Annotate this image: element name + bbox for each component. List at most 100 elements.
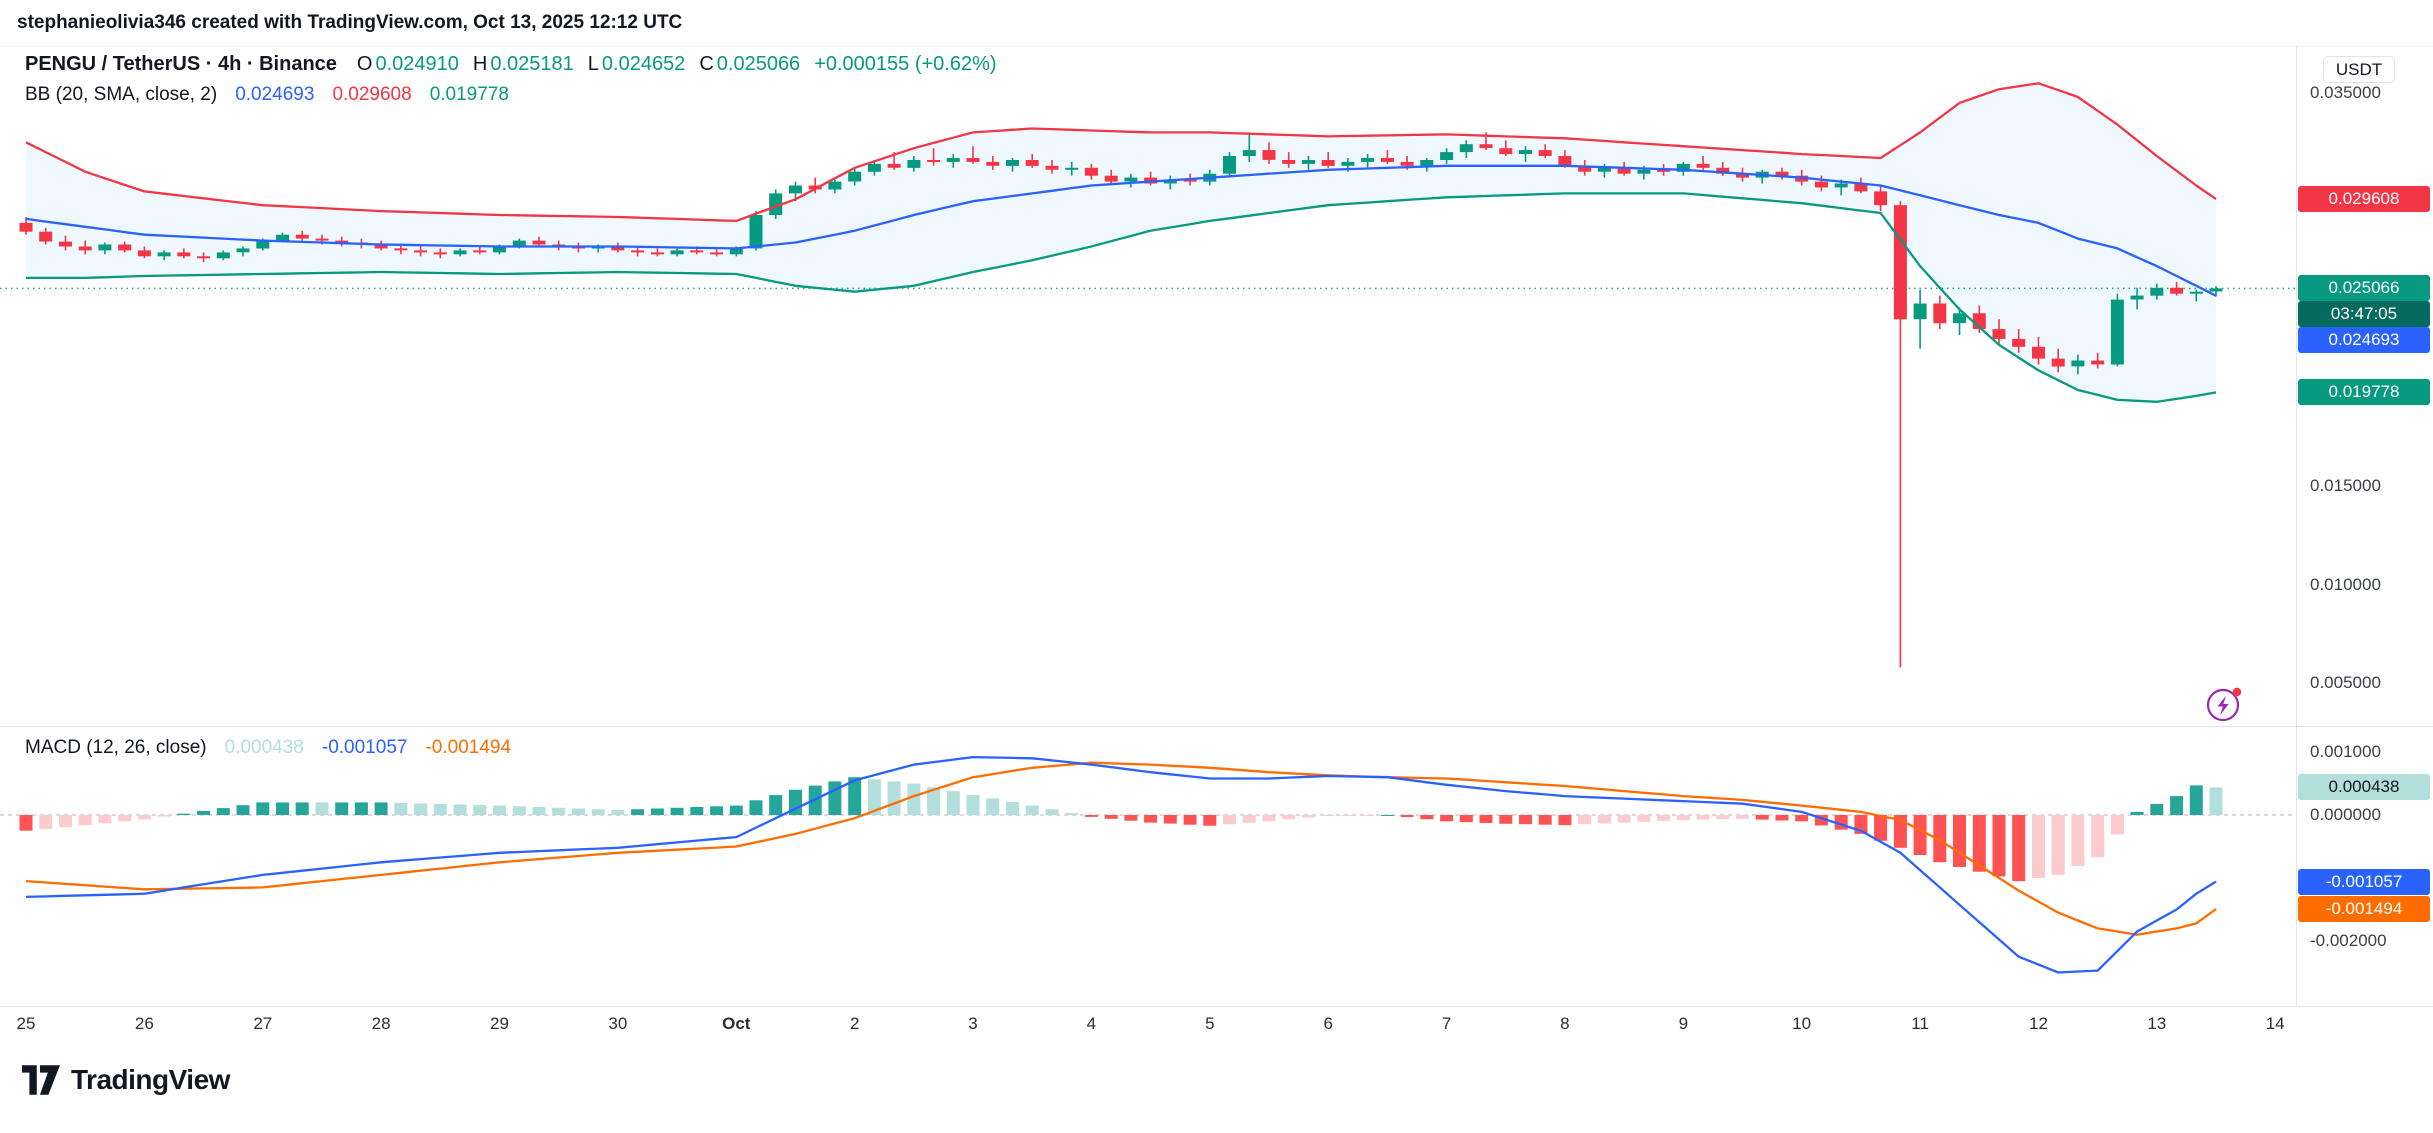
macd-line-badge: -0.001057 (2298, 868, 2430, 895)
candle-body (1558, 156, 1572, 166)
macd-histogram-bar (2209, 787, 2223, 815)
candle-body (1262, 150, 1276, 160)
candle-body (808, 185, 822, 190)
pane-separator[interactable] (0, 726, 2433, 727)
macd-chart-canvas[interactable] (0, 726, 2296, 1006)
bb-indicator-label[interactable]: BB (20, SMA, close, 2) (25, 84, 218, 105)
macd-histogram-bar (1144, 815, 1158, 823)
macd-histogram-bar (295, 802, 309, 815)
time-axis-label: Oct (722, 1014, 751, 1033)
candle-body (2130, 295, 2144, 300)
macd-histogram-bar (2189, 785, 2203, 815)
macd-hist-badge: 0.000438 (2298, 774, 2430, 801)
candle-body (157, 252, 171, 257)
bb-lower-value: 0.019778 (429, 84, 509, 105)
candle-body (1893, 205, 1907, 320)
macd-histogram-bar (710, 806, 724, 815)
candle-body (1874, 191, 1888, 206)
lightning-icon (2206, 687, 2242, 722)
axis-tick-label: 0.005000 (2310, 673, 2381, 692)
time-axis-separator (0, 1006, 2433, 1007)
bb-upper-line (25, 82, 2217, 223)
time-axis-label: 4 (1086, 1014, 1097, 1033)
macd-histogram-bar (197, 810, 211, 815)
macd-histogram-bar (19, 815, 33, 831)
macd-histogram-bar (1992, 815, 2006, 877)
macd-histogram-bar (670, 807, 684, 815)
macd-histogram-bar (1736, 815, 1749, 819)
candle-body (2032, 346, 2045, 359)
candle-body (1321, 160, 1335, 166)
macd-histogram-bar (2130, 811, 2144, 815)
macd-histogram-bar (1302, 815, 1315, 818)
open-label: O (356, 53, 373, 75)
macd-histogram-bar (1538, 815, 1552, 825)
flash-boost-button[interactable] (2204, 684, 2244, 724)
candle-body (1124, 177, 1138, 182)
candle-body (453, 250, 467, 255)
candle-body (1716, 167, 1730, 174)
candle-body (1676, 163, 1690, 172)
macd-histogram-bar (59, 815, 72, 827)
candle-body (39, 231, 53, 242)
candle-body (907, 160, 921, 168)
currency-toggle[interactable]: USDT (2323, 56, 2395, 83)
macd-histogram-bar (1183, 815, 1197, 825)
macd-histogram-bar (473, 805, 487, 815)
bb-legend[interactable]: BB (20, SMA, close, 2) 0.024693 0.029608… (25, 84, 509, 106)
macd-histogram-bar (177, 813, 191, 815)
axis-tick-label: 0.015000 (2310, 476, 2381, 496)
candle-body (473, 250, 487, 253)
candle-body (1834, 183, 1848, 188)
candle-body (197, 256, 211, 259)
candle-body (1854, 183, 1868, 192)
macd-histogram-bar (1203, 815, 1217, 826)
candle-body (1617, 167, 1631, 174)
macd-histogram-bar (1242, 815, 1256, 823)
macd-histogram-bar (552, 807, 566, 815)
candle-body (1400, 161, 1414, 166)
bb-lower-line (26, 192, 2217, 403)
time-axis-label: 28 (371, 1014, 391, 1033)
candle-body (1597, 167, 1611, 172)
macd-indicator-label[interactable]: MACD (12, 26, close) (25, 737, 207, 758)
macd-histogram-bar (1716, 815, 1730, 820)
macd-histogram-bar (591, 809, 605, 815)
candle-body (670, 250, 684, 255)
macd-histogram-bar (966, 794, 980, 816)
macd-histogram-bar (749, 800, 763, 815)
candle-body (2170, 287, 2184, 294)
candle-body (414, 250, 428, 253)
time-axis-label: 25 (16, 1014, 36, 1033)
macd-histogram-bar (729, 805, 743, 815)
candle-body (2012, 338, 2026, 347)
time-axis-label: 8 (1560, 1014, 1570, 1033)
time-axis[interactable]: 25 26 27 28 29 30 Oct 2 3 4 5 6 7 8 9 10 11 12 13 14 (0, 1007, 2296, 1040)
macd-histogram-bar (927, 787, 941, 815)
axis-tick-label: 0.010000 (2310, 574, 2381, 594)
candle-body (335, 240, 349, 243)
macd-histogram-bar (1321, 815, 1335, 816)
candle-body (137, 250, 151, 257)
candle-body (927, 160, 941, 162)
symbol-title[interactable]: PENGU / TetherUS · 4h · Binance (25, 53, 337, 75)
macd-histogram-bar (315, 802, 329, 815)
candle-body (216, 252, 230, 259)
candle-body (19, 222, 33, 232)
candle-body (611, 246, 625, 251)
attribution-text: stephanieolivia346 created with TradingV… (17, 12, 683, 33)
macd-histogram-bar (2071, 815, 2085, 866)
macd-histogram-bar (1519, 815, 1532, 825)
candle-body (1361, 158, 1375, 162)
candle-body (1913, 303, 1927, 320)
candle-body (1282, 160, 1296, 164)
price-chart-canvas[interactable] (0, 47, 2296, 726)
candle-body (1578, 165, 1592, 172)
macd-legend[interactable]: MACD (12, 26, close) 0.000438 -0.001057 … (25, 737, 511, 759)
symbol-legend[interactable]: PENGU / TetherUS · 4h · Binance O 0.02491… (25, 53, 997, 76)
macd-hist-value: 0.000438 (224, 737, 304, 758)
candle-body (1657, 169, 1671, 172)
macd-histogram-bar (1755, 815, 1769, 820)
macd-line (25, 755, 2217, 974)
tradingview-logo[interactable]: TradingView (22, 1064, 230, 1096)
